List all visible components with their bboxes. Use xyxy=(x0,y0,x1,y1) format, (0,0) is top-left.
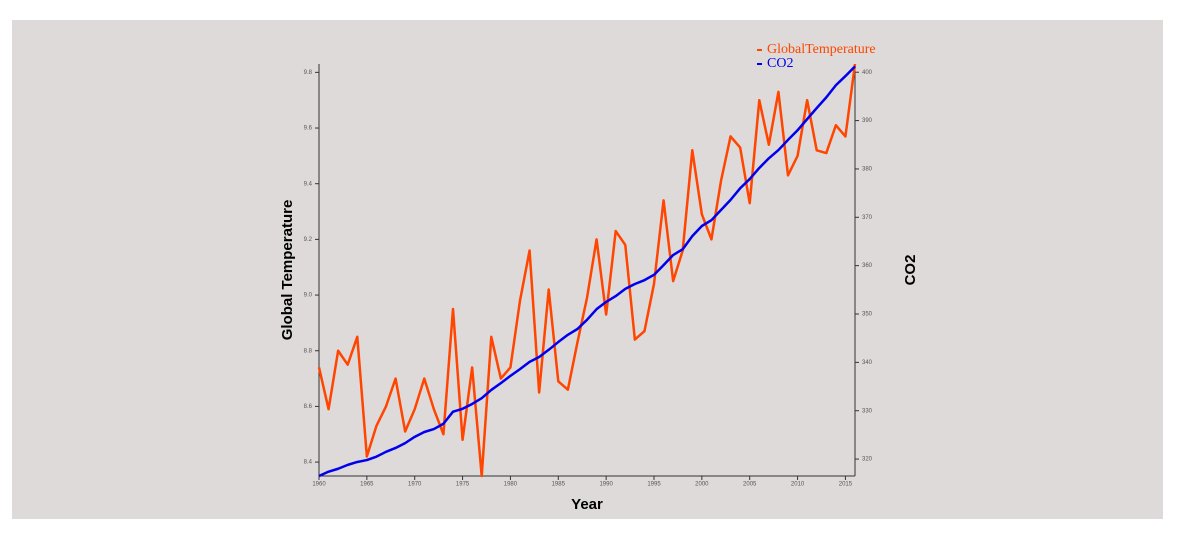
y-tick-label: 8.8 xyxy=(304,348,313,354)
y2-tick-label: 360 xyxy=(862,263,873,269)
y2-tick-label: 390 xyxy=(862,118,873,124)
x-tick-label: 1995 xyxy=(647,482,661,488)
y-tick-label: 9.4 xyxy=(304,181,313,187)
x-tick-label: 2005 xyxy=(743,482,757,488)
x-tick-label: 1970 xyxy=(408,482,422,488)
y2-tick-label: 380 xyxy=(862,167,873,173)
y-tick-label: 9.2 xyxy=(304,237,313,243)
y-tick-label: 8.4 xyxy=(304,460,313,466)
y2-tick-label: 320 xyxy=(862,457,873,463)
x-tick-label: 1965 xyxy=(360,482,374,488)
y-axis-title: Global Temperature xyxy=(279,200,296,341)
x-tick-label: 1980 xyxy=(504,482,518,488)
y-tick-label: 9.8 xyxy=(304,70,313,76)
y2-axis-title: CO2 xyxy=(902,255,919,286)
legend-label: CO2 xyxy=(767,56,793,71)
x-tick-label: 1990 xyxy=(599,482,613,488)
y2-tick-label: 400 xyxy=(862,70,873,76)
x-axis-title: Year xyxy=(571,496,603,513)
x-tick-label: 2010 xyxy=(791,482,805,488)
x-tick-label: 2015 xyxy=(839,482,853,488)
x-tick-label: 1960 xyxy=(312,482,326,488)
series-line xyxy=(318,65,856,478)
y-tick-label: 9.6 xyxy=(304,126,313,132)
x-tick-label: 1975 xyxy=(456,482,470,488)
x-tick-label: 2000 xyxy=(695,482,709,488)
y-tick-label: 9.0 xyxy=(304,293,313,299)
x-tick-label: 1985 xyxy=(552,482,566,488)
y2-tick-label: 330 xyxy=(862,408,873,414)
legend-label: GlobalTemperature xyxy=(767,42,876,57)
panel xyxy=(12,20,1163,519)
y2-tick-label: 370 xyxy=(862,215,873,221)
series-line xyxy=(317,63,857,478)
y2-tick-label: 340 xyxy=(862,360,873,366)
y2-tick-label: 350 xyxy=(862,312,873,318)
y-tick-label: 8.6 xyxy=(304,404,313,410)
